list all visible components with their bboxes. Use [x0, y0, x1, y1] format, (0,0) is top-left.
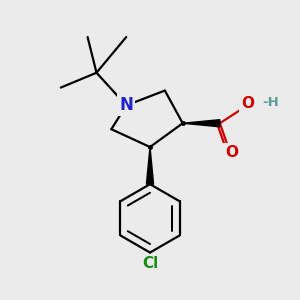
Polygon shape [183, 120, 220, 127]
Text: O: O [225, 146, 238, 160]
Text: -H: -H [262, 96, 279, 109]
Polygon shape [146, 147, 154, 184]
Text: O: O [242, 96, 255, 111]
Text: Cl: Cl [142, 256, 158, 271]
Text: N: N [119, 96, 133, 114]
